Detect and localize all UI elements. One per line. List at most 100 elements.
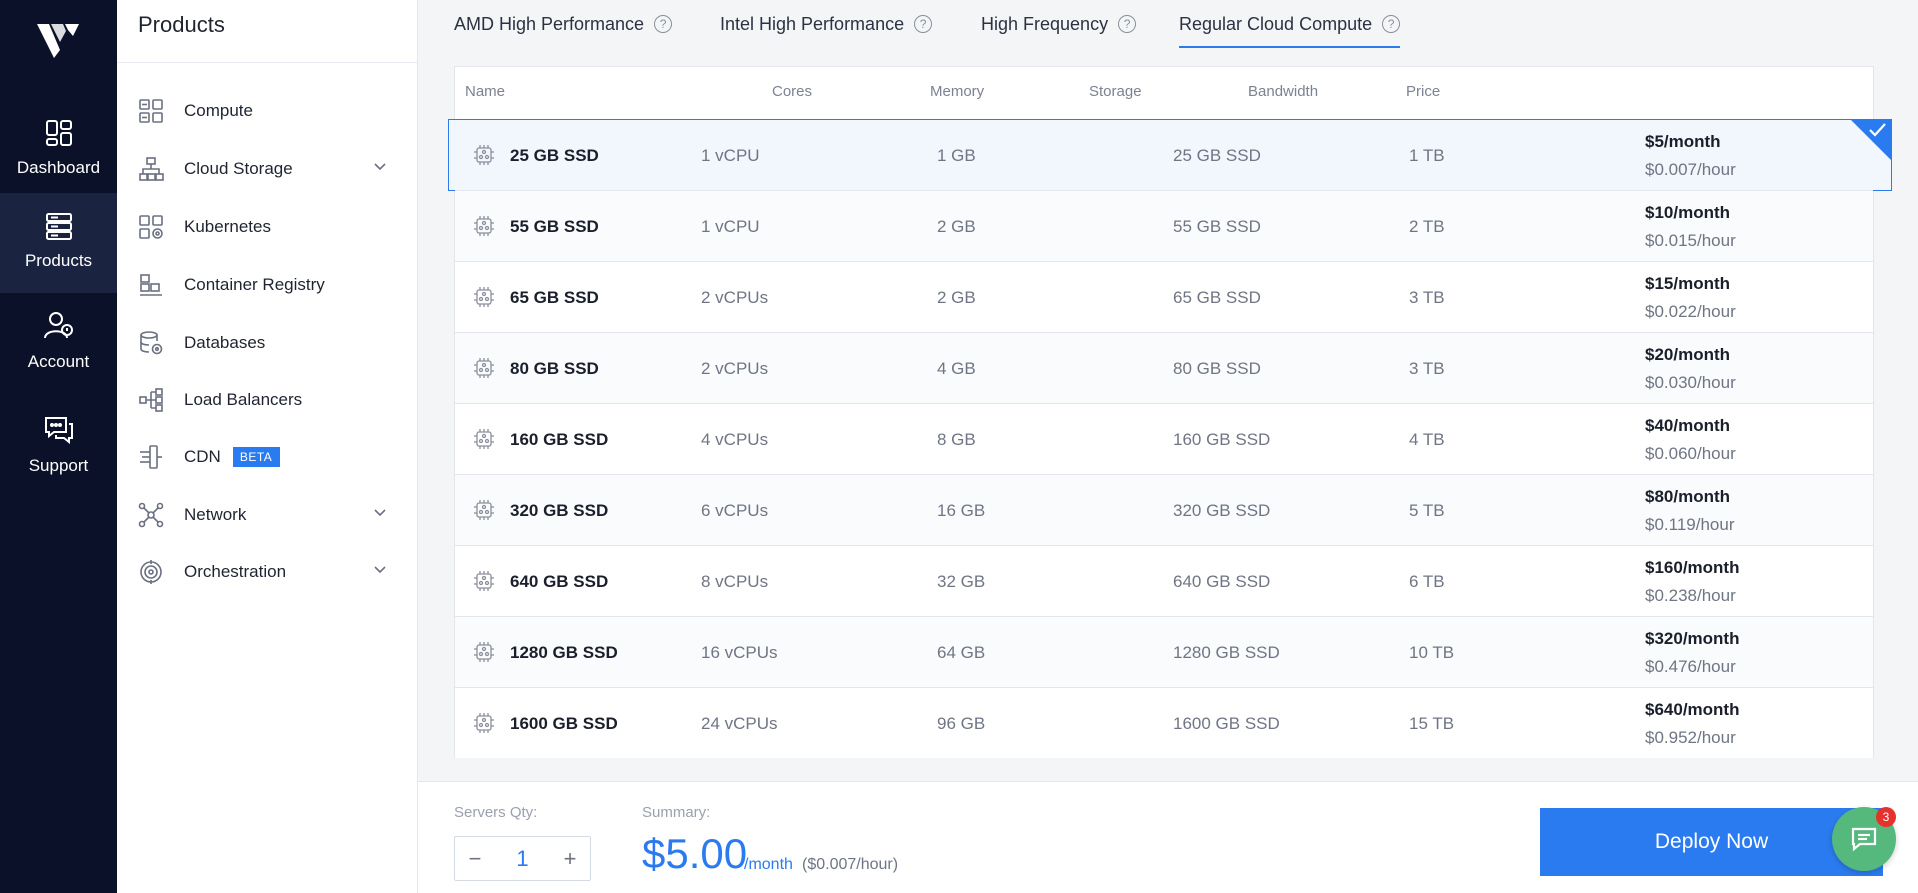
kubernetes-icon	[139, 215, 163, 239]
cloud-storage-icon	[139, 157, 164, 181]
quantity-value[interactable]: 1	[516, 845, 529, 871]
plan-cores: 8 vCPUs	[701, 572, 769, 591]
plan-price-month: $20/month	[1645, 345, 1731, 364]
summary-label: Summary:	[642, 804, 711, 821]
sidebar-item-cloud-storage[interactable]: Cloud Storage	[138, 149, 408, 189]
tab-label: Regular Cloud Compute	[1179, 14, 1373, 34]
plan-memory: 2 GB	[937, 217, 976, 236]
sidebar-title: Products	[138, 12, 225, 37]
plan-cores: 2 vCPUs	[701, 359, 769, 378]
plan-price-hour: $0.015/hour	[1645, 231, 1736, 250]
column-header-cores: Cores	[772, 83, 813, 100]
plan-storage: 80 GB SSD	[1173, 359, 1261, 378]
plan-chip-icon	[473, 428, 495, 455]
order-summary-bar: Servers Qty: − 1 + Summary: $5.00 /month…	[418, 781, 1918, 893]
tab-label: AMD High Performance	[454, 14, 645, 34]
decrement-button[interactable]: −	[468, 845, 482, 871]
plan-price-hour: $0.238/hour	[1645, 586, 1736, 605]
table-row[interactable]: 640 GB SSD 8 vCPUs 32 GB 640 GB SSD 6 TB $160…	[455, 545, 1873, 616]
plan-storage: 640 GB SSD	[1173, 572, 1271, 591]
chevron-down-icon[interactable]	[374, 509, 386, 517]
table-row[interactable]: 55 GB SSD 1 vCPU 2 GB 55 GB SSD 2 TB $10/mont…	[455, 190, 1873, 261]
table-row[interactable]: 80 GB SSD 2 vCPUs 4 GB 80 GB SSD 3 TB $20/mon…	[455, 332, 1873, 403]
plan-chip-icon	[473, 357, 495, 384]
help-icon[interactable]: ?	[1118, 15, 1137, 33]
plan-memory: 4 GB	[937, 359, 976, 378]
products-icon	[45, 213, 72, 240]
plan-price-hour: $0.952/hour	[1645, 728, 1736, 747]
deploy-now-button[interactable]: Deploy Now	[1540, 808, 1883, 876]
rail-item-support[interactable]: Support	[0, 396, 117, 496]
table-header: Name Cores Memory Storage Bandwidth Pric…	[455, 67, 1873, 119]
dashboard-icon	[45, 120, 72, 146]
help-icon[interactable]: ?	[914, 15, 933, 33]
sidebar-item-databases[interactable]: Databases	[138, 323, 408, 363]
plan-price-hour: $0.030/hour	[1645, 373, 1736, 392]
increment-button[interactable]: +	[563, 845, 577, 871]
sidebar-item-kubernetes[interactable]: Kubernetes	[138, 207, 408, 247]
network-icon	[138, 502, 164, 528]
sidebar-item-compute[interactable]: Compute	[138, 91, 408, 131]
tab-intel-high-performance[interactable]: Intel High Performance ?	[720, 14, 933, 48]
help-icon[interactable]: ?	[1382, 15, 1401, 33]
plan-bandwidth: 2 TB	[1409, 217, 1445, 236]
sidebar-item-cdn[interactable]: CDN BETA	[138, 437, 408, 477]
vultr-logo[interactable]	[35, 20, 81, 60]
plan-name: 55 GB SSD	[510, 217, 599, 236]
sidebar-item-label: Cloud Storage	[184, 159, 293, 178]
plan-storage: 1600 GB SSD	[1173, 714, 1280, 733]
sidebar-item-orchestration[interactable]: Orchestration	[138, 552, 408, 592]
tab-label: High Frequency	[981, 14, 1109, 34]
plan-price-month: $5/month	[1645, 132, 1721, 151]
table-row[interactable]: 1280 GB SSD 16 vCPUs 64 GB 1280 GB SSD 10 TB…	[455, 616, 1873, 687]
rail-item-account[interactable]: Account	[0, 292, 117, 392]
plan-bandwidth: 3 TB	[1409, 359, 1445, 378]
help-icon[interactable]: ?	[654, 15, 673, 33]
plan-price-month: $40/month	[1645, 416, 1731, 435]
plan-price-month: $80/month	[1645, 487, 1731, 506]
plan-price-month: $320/month	[1645, 629, 1740, 648]
plan-cores: 24 vCPUs	[701, 714, 778, 733]
table-row[interactable]: 1600 GB SSD 24 vCPUs 96 GB 1600 GB SSD 15 TB…	[455, 687, 1873, 758]
beta-badge: BETA	[232, 447, 281, 467]
selected-corner	[1851, 120, 1891, 160]
sidebar-item-label: Orchestration	[184, 562, 287, 581]
plan-cores: 1 vCPU	[701, 217, 760, 236]
rail-item-dashboard[interactable]: Dashboard	[0, 100, 117, 200]
plan-bandwidth: 1 TB	[1409, 146, 1445, 165]
main-rail: Dashboard Products Account Support	[0, 0, 126, 893]
plan-storage: 55 GB SSD	[1173, 217, 1261, 236]
column-header-name: Name	[465, 83, 506, 100]
plan-bandwidth: 3 TB	[1409, 288, 1445, 307]
tab-amd-high-performance[interactable]: AMD High Performance ?	[454, 14, 673, 48]
table-row[interactable]: 160 GB SSD 4 vCPUs 8 GB 160 GB SSD 4 TB $40/m…	[455, 403, 1873, 474]
rail-item-products[interactable]: Products	[0, 193, 126, 293]
plan-name: 320 GB SSD	[510, 501, 609, 520]
databases-icon	[140, 331, 163, 355]
sidebar-item-label: Kubernetes	[184, 217, 271, 236]
table-row[interactable]: 25 GB SSD 1 vCPU 1 GB 25 GB SSD 1 TB $5/month…	[448, 119, 1892, 191]
plan-price-month: $160/month	[1645, 558, 1740, 577]
column-header-storage: Storage	[1089, 83, 1142, 100]
rail-item-label: Products	[24, 251, 93, 270]
support-icon	[44, 417, 73, 445]
sidebar-item-container-registry[interactable]: Container Registry	[138, 265, 408, 305]
main-content: AMD High Performance ? Intel High Perfor…	[418, 0, 1918, 893]
plan-cores: 2 vCPUs	[701, 288, 769, 307]
tab-high-frequency[interactable]: High Frequency ?	[981, 14, 1137, 48]
container-registry-icon	[140, 274, 162, 296]
tab-regular-cloud-compute[interactable]: Regular Cloud Compute ?	[1179, 14, 1401, 48]
plans-table: Name Cores Memory Storage Bandwidth Pric…	[448, 66, 1892, 758]
sidebar-item-network[interactable]: Network	[138, 495, 408, 535]
chevron-down-icon[interactable]	[374, 566, 386, 574]
plan-storage: 320 GB SSD	[1173, 501, 1271, 520]
table-row[interactable]: 320 GB SSD 6 vCPUs 16 GB 320 GB SSD 5 TB $80/…	[455, 474, 1873, 545]
sidebar-item-label: Network	[184, 505, 247, 524]
sidebar-item-load-balancers[interactable]: Load Balancers	[138, 380, 408, 420]
sidebar-item-label: Load Balancers	[184, 390, 303, 409]
sidebar-item-label: CDN	[184, 447, 221, 466]
chevron-down-icon[interactable]	[374, 163, 386, 171]
plan-price-hour: $0.119/hour	[1645, 515, 1735, 534]
rail-item-label: Support	[28, 456, 89, 475]
table-row[interactable]: 65 GB SSD 2 vCPUs 2 GB 65 GB SSD 3 TB $15/mon…	[455, 261, 1873, 332]
